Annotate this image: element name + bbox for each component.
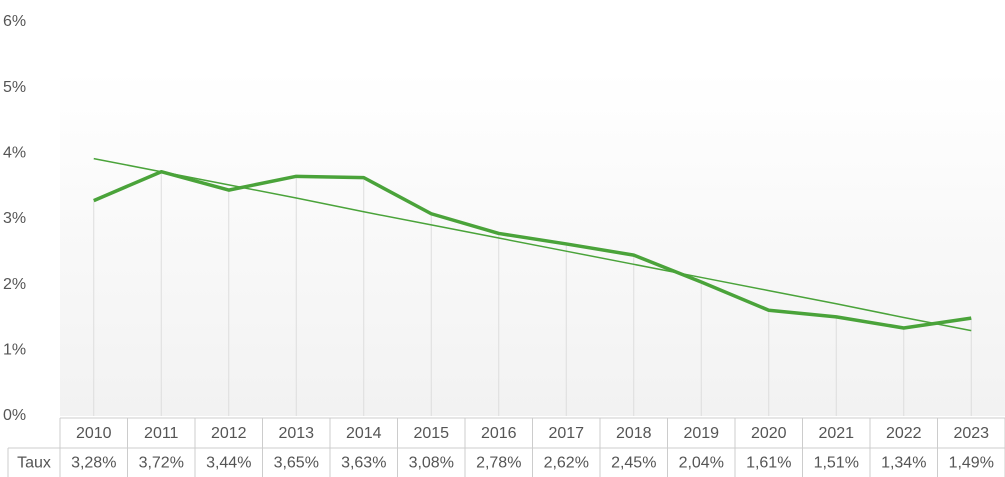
y-tick-label: 5% <box>3 79 26 96</box>
y-tick-label: 2% <box>3 276 26 293</box>
y-tick-label: 0% <box>3 407 26 424</box>
value-label: 3,08% <box>409 455 454 472</box>
y-tick-label: 4% <box>3 145 26 162</box>
x-tick-label: 2023 <box>953 425 989 442</box>
x-tick-label: 2013 <box>278 425 314 442</box>
y-tick-label: 6% <box>3 13 26 30</box>
value-label: 1,61% <box>746 455 791 472</box>
value-label: 2,04% <box>679 455 724 472</box>
x-tick-label: 2021 <box>818 425 854 442</box>
x-tick-label: 2014 <box>346 425 382 442</box>
value-label: 3,28% <box>71 455 116 472</box>
x-tick-label: 2015 <box>413 425 449 442</box>
value-label: 3,63% <box>341 455 386 472</box>
value-label: 3,72% <box>139 455 184 472</box>
value-label: 3,44% <box>206 455 251 472</box>
value-label: 1,49% <box>949 455 994 472</box>
value-label: 2,62% <box>544 455 589 472</box>
value-label: 1,51% <box>814 455 859 472</box>
x-tick-label: 2010 <box>76 425 112 442</box>
x-tick-label: 2016 <box>481 425 517 442</box>
x-tick-label: 2017 <box>548 425 584 442</box>
x-tick-label: 2011 <box>144 425 179 442</box>
x-tick-label: 2019 <box>683 425 719 442</box>
trend-line <box>93 157 972 332</box>
x-tick-label: 2022 <box>886 425 922 442</box>
value-label: 1,34% <box>881 455 926 472</box>
data-line <box>93 169 972 330</box>
x-tick-label: 2012 <box>211 425 247 442</box>
x-tick-label: 2018 <box>616 425 652 442</box>
x-tick-label: 2020 <box>751 425 787 442</box>
plot-background <box>60 70 1005 416</box>
y-tick-label: 3% <box>3 210 26 227</box>
y-tick-label: 1% <box>3 342 26 359</box>
value-label: 3,65% <box>274 455 319 472</box>
row-label: Taux <box>17 455 51 472</box>
value-label: 2,45% <box>611 455 656 472</box>
value-label: 2,78% <box>476 455 521 472</box>
